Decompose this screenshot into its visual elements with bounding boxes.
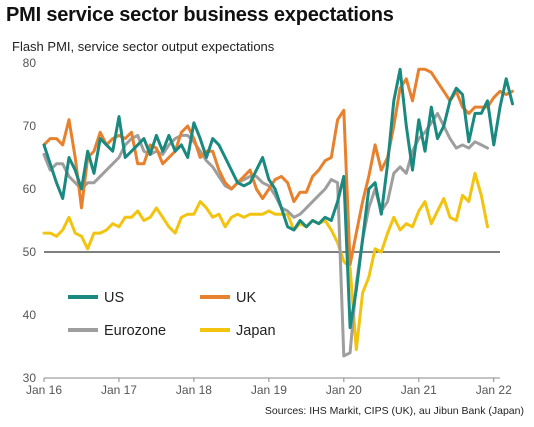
legend-label-eurozone: Eurozone [104,323,166,339]
x-tick-label: Jan 17 [101,383,137,397]
legend-label-uk: UK [236,290,256,306]
chart-title: PMI service sector business expectations [6,4,394,26]
series-line-uk [42,67,514,267]
legend-label-us: US [104,290,124,306]
x-tick-label: Jan 19 [251,383,287,397]
source-note: Sources: IHS Markit, CIPS (UK), au Jibun… [264,405,524,417]
chart-subtitle: Flash PMI, service sector output expecta… [12,39,275,54]
legend: US UK Eurozone Japan [68,290,276,339]
series-line-japan [42,171,489,352]
x-tick-label: Jan 18 [176,383,212,397]
series-lines [42,67,514,358]
series-line-eurozone [42,111,489,358]
y-tick-label: 70 [23,119,37,133]
x-tick-label: Jan 20 [326,383,362,397]
series-line-us [42,67,514,330]
x-tick-label: Jan 22 [476,383,512,397]
y-tick-label: 40 [23,308,37,322]
axes: 30 40 50 60 70 80 Jan 16 Jan 17 Jan 18 Jan 19 Jan … [23,56,512,397]
legend-label-japan: Japan [236,323,276,339]
y-tick-label: 30 [23,371,37,385]
y-tick-label: 80 [23,56,37,70]
x-tick-label: Jan 16 [26,383,62,397]
y-tick-label: 50 [23,245,37,259]
y-tick-label: 60 [23,182,37,196]
x-tick-label: Jan 21 [401,383,437,397]
